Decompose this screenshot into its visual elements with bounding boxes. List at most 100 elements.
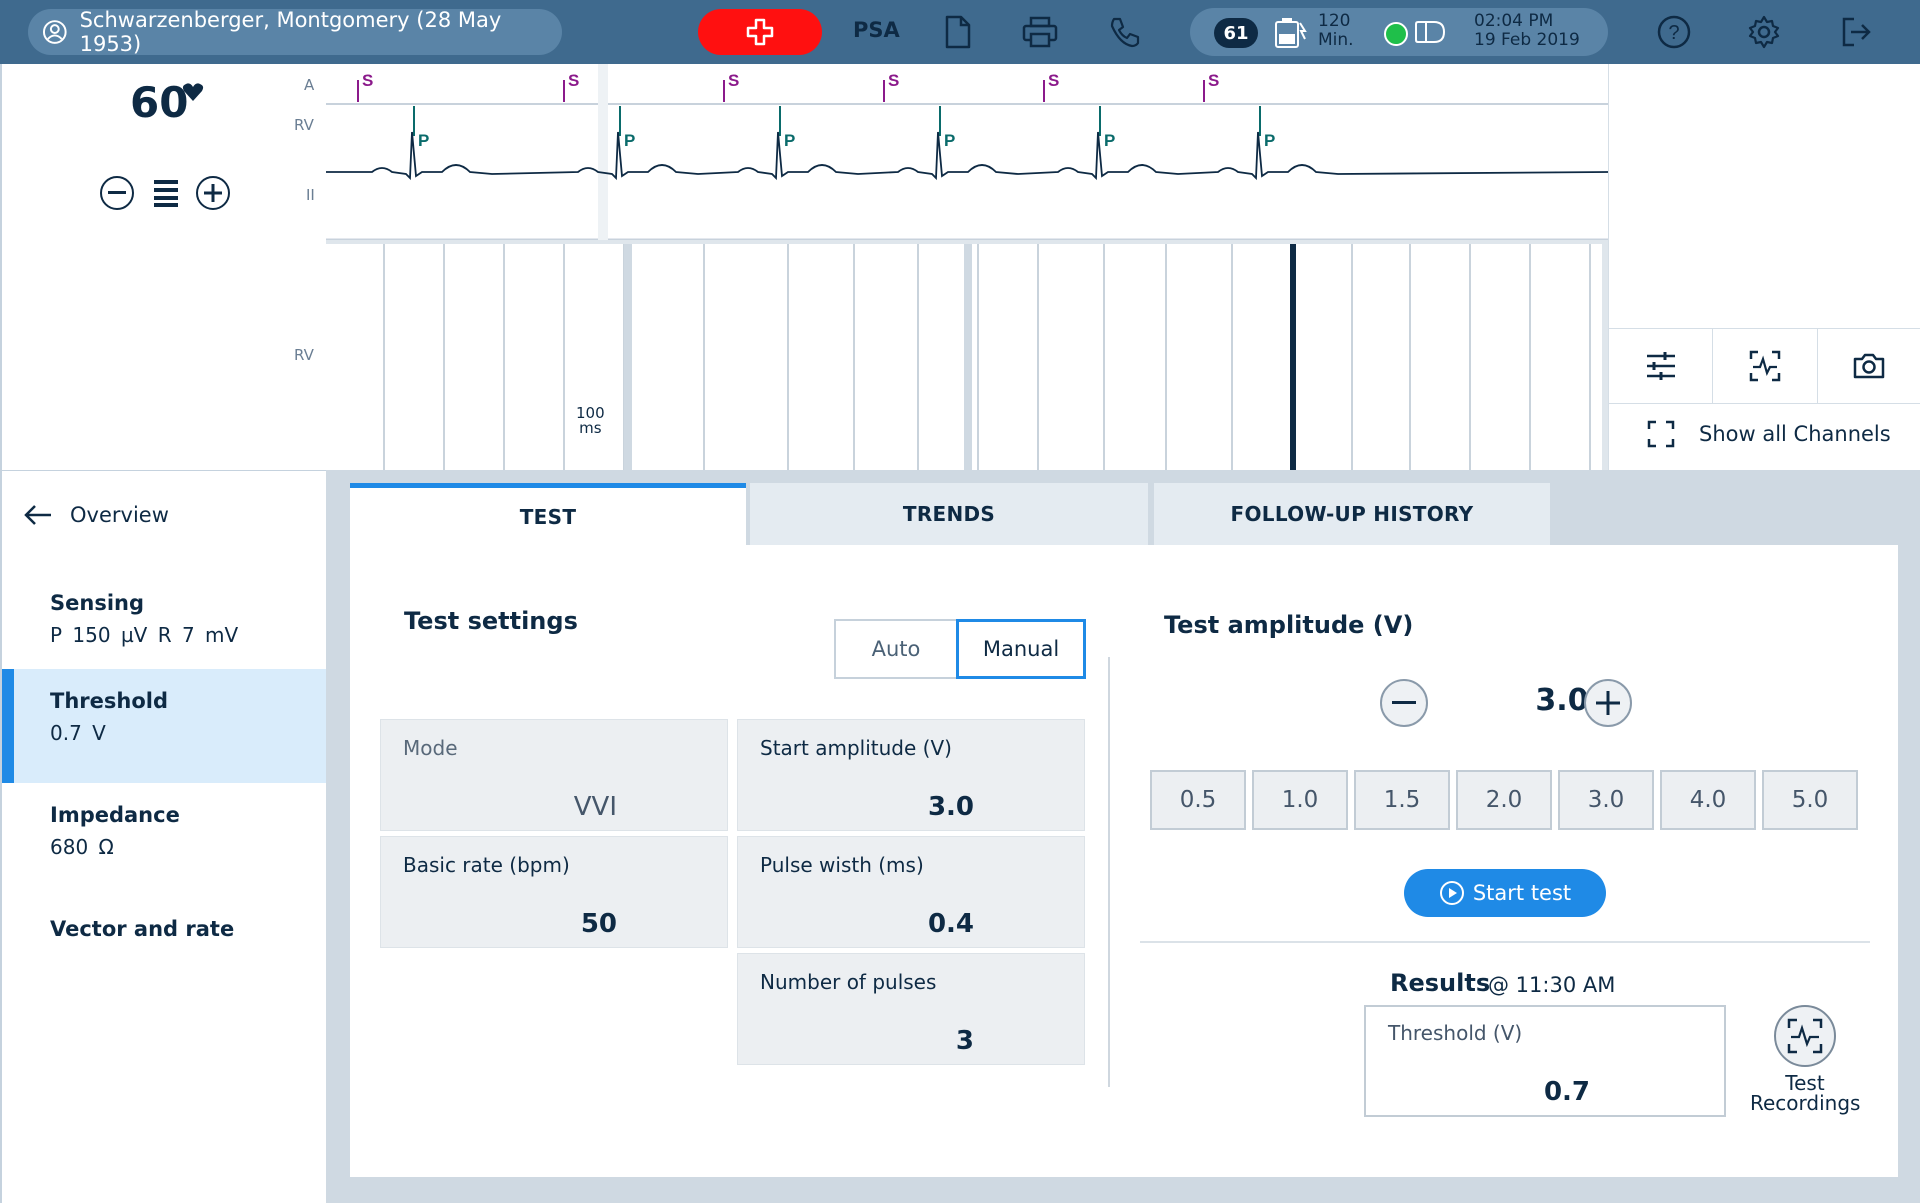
amplitude-preset-3-0[interactable]: 3.0 <box>1558 770 1654 830</box>
camera-icon <box>1854 353 1885 379</box>
emergency-button[interactable] <box>698 9 822 55</box>
pulse-width-field[interactable]: Pulse wisth (ms) 0.4 <box>737 836 1085 948</box>
field-label: Mode <box>403 736 458 760</box>
recordings-label-line2: Recordings <box>1750 1091 1861 1115</box>
gain-increase-button[interactable] <box>196 176 230 210</box>
field-value: 3.0 <box>927 792 974 822</box>
document-button[interactable] <box>938 12 978 52</box>
show-all-channels-button[interactable]: Show all Channels <box>1647 420 1891 448</box>
gear-icon <box>1748 15 1780 49</box>
amplitude-preset-1-0[interactable]: 1.0 <box>1252 770 1348 830</box>
segment-gap <box>624 244 632 470</box>
pace-marker-label: P <box>944 131 955 150</box>
test-amplitude-title: Test amplitude (V) <box>1164 611 1414 639</box>
results-time: @ 11:30 AM <box>1488 973 1616 997</box>
segment-gap <box>964 244 972 470</box>
sidebar-item-title: Impedance <box>50 803 180 827</box>
sliders-icon <box>1646 352 1675 380</box>
ecg-focus-icon <box>1749 350 1781 382</box>
amplitude-preset-2-0[interactable]: 2.0 <box>1456 770 1552 830</box>
amplitude-increase-button[interactable] <box>1584 679 1632 727</box>
amplitude-preset-5-0[interactable]: 5.0 <box>1762 770 1858 830</box>
manual-toggle[interactable]: Manual <box>956 619 1086 679</box>
result-label: Threshold (V) <box>1388 1021 1523 1045</box>
marker-channel: 100 ms <box>326 240 1608 470</box>
test-recordings-button[interactable]: Test Recordings <box>1750 1005 1860 1113</box>
basic-rate-field[interactable]: Basic rate (bpm) 50 <box>380 836 728 948</box>
channel-label-a: A <box>304 76 315 94</box>
pace-marker-label: P <box>624 131 635 150</box>
gain-decrease-button[interactable] <box>100 176 134 210</box>
number-of-pulses-field[interactable]: Number of pulses 3 <box>737 953 1085 1065</box>
heart-icon <box>182 83 204 101</box>
amplitude-preset-4-0[interactable]: 4.0 <box>1660 770 1756 830</box>
ecg-tools-panel: Show all Channels <box>1608 64 1920 470</box>
test-panel: Test settings Auto Manual Mode VVI Start… <box>350 545 1898 1177</box>
phone-button[interactable] <box>1104 12 1144 52</box>
tab-test[interactable]: TEST <box>350 483 746 545</box>
show-all-channels-label: Show all Channels <box>1699 422 1891 446</box>
amplitude-decrease-button[interactable] <box>1380 679 1428 727</box>
tab-trends[interactable]: TRENDS <box>750 483 1148 545</box>
rate-panel: 60 A RV II RV <box>0 64 326 470</box>
amplitude-preset-0-5[interactable]: 0.5 <box>1150 770 1246 830</box>
threshold-result: Threshold (V) 0.7 <box>1364 1005 1726 1117</box>
results-divider <box>1140 941 1870 943</box>
sidebar-item-threshold[interactable]: Threshold 0.7 V <box>2 669 326 783</box>
help-button[interactable]: ? <box>1654 12 1694 52</box>
logout-button[interactable] <box>1836 12 1876 52</box>
start-amplitude-field[interactable]: Start amplitude (V) 3.0 <box>737 719 1085 831</box>
document-icon <box>945 15 971 49</box>
auto-toggle[interactable]: Auto <box>834 619 956 679</box>
device-icon <box>1415 21 1446 43</box>
pace-marker-label: P <box>1104 131 1115 150</box>
tab-follow-up-history[interactable]: FOLLOW-UP HISTORY <box>1154 483 1550 545</box>
channel-label-ii: II <box>306 186 315 204</box>
print-button[interactable] <box>1020 12 1060 52</box>
ecg-focus-button[interactable] <box>1713 329 1818 403</box>
ecg-settings-button[interactable] <box>1609 329 1714 403</box>
arrow-left-icon <box>24 505 51 525</box>
sidebar-item-impedance[interactable]: Impedance 680 Ω <box>2 783 326 897</box>
sidebar: Overview Sensing P 150 µV R 7 mV Thresho… <box>0 470 326 1203</box>
expand-icon <box>1647 420 1675 448</box>
field-label: Start amplitude (V) <box>760 736 952 760</box>
sidebar-item-title: Vector and rate <box>50 917 235 941</box>
sense-marker-label: S <box>568 71 579 90</box>
sidebar-item-value: 680 Ω <box>50 835 114 859</box>
snapshot-button[interactable] <box>1818 329 1920 403</box>
gain-level-icon <box>154 180 178 207</box>
field-value: 0.4 <box>927 909 974 939</box>
battery-minutes: 120 <box>1318 11 1351 31</box>
svg-text:?: ? <box>1668 22 1679 44</box>
sense-marker-label: S <box>728 71 739 90</box>
logout-icon <box>1842 17 1871 47</box>
marker-channel-grid <box>326 244 1602 470</box>
sweep-cursor <box>1290 244 1296 470</box>
start-test-button[interactable]: Start test <box>1404 869 1606 917</box>
amplitude-preset-1-5[interactable]: 1.5 <box>1354 770 1450 830</box>
sidebar-item-title: Sensing <box>50 591 144 615</box>
section-divider <box>1108 657 1110 1087</box>
pace-marker-label: P <box>1264 131 1275 150</box>
sense-marker-label: S <box>362 71 373 90</box>
sidebar-item-vector-rate[interactable]: Vector and rate <box>2 897 326 1011</box>
minus-icon <box>108 191 126 194</box>
start-test-label: Start test <box>1472 881 1572 905</box>
field-value: 50 <box>580 909 617 939</box>
sidebar-item-sensing[interactable]: Sensing P 150 µV R 7 mV <box>2 571 326 685</box>
field-label: Basic rate (bpm) <box>403 853 570 877</box>
test-settings-title: Test settings <box>404 607 578 635</box>
plus-icon <box>204 184 222 202</box>
channel-label-rv: RV <box>294 116 314 134</box>
overview-back-button[interactable]: Overview <box>24 503 169 527</box>
time-scale-value: 100 <box>576 404 605 422</box>
patient-selector[interactable]: Schwarzenberger, Montgomery (28 May 1953… <box>28 8 562 56</box>
user-circle-icon <box>42 20 67 44</box>
top-bar: Schwarzenberger, Montgomery (28 May 1953… <box>0 0 1920 64</box>
ecg-strip: S P S P S P S P S P S P <box>326 64 1609 242</box>
recordings-label-line1: Test <box>1785 1071 1825 1095</box>
psa-mode-button[interactable]: PSA <box>853 18 900 42</box>
field-label: Pulse wisth (ms) <box>760 853 924 877</box>
settings-button[interactable] <box>1744 12 1784 52</box>
